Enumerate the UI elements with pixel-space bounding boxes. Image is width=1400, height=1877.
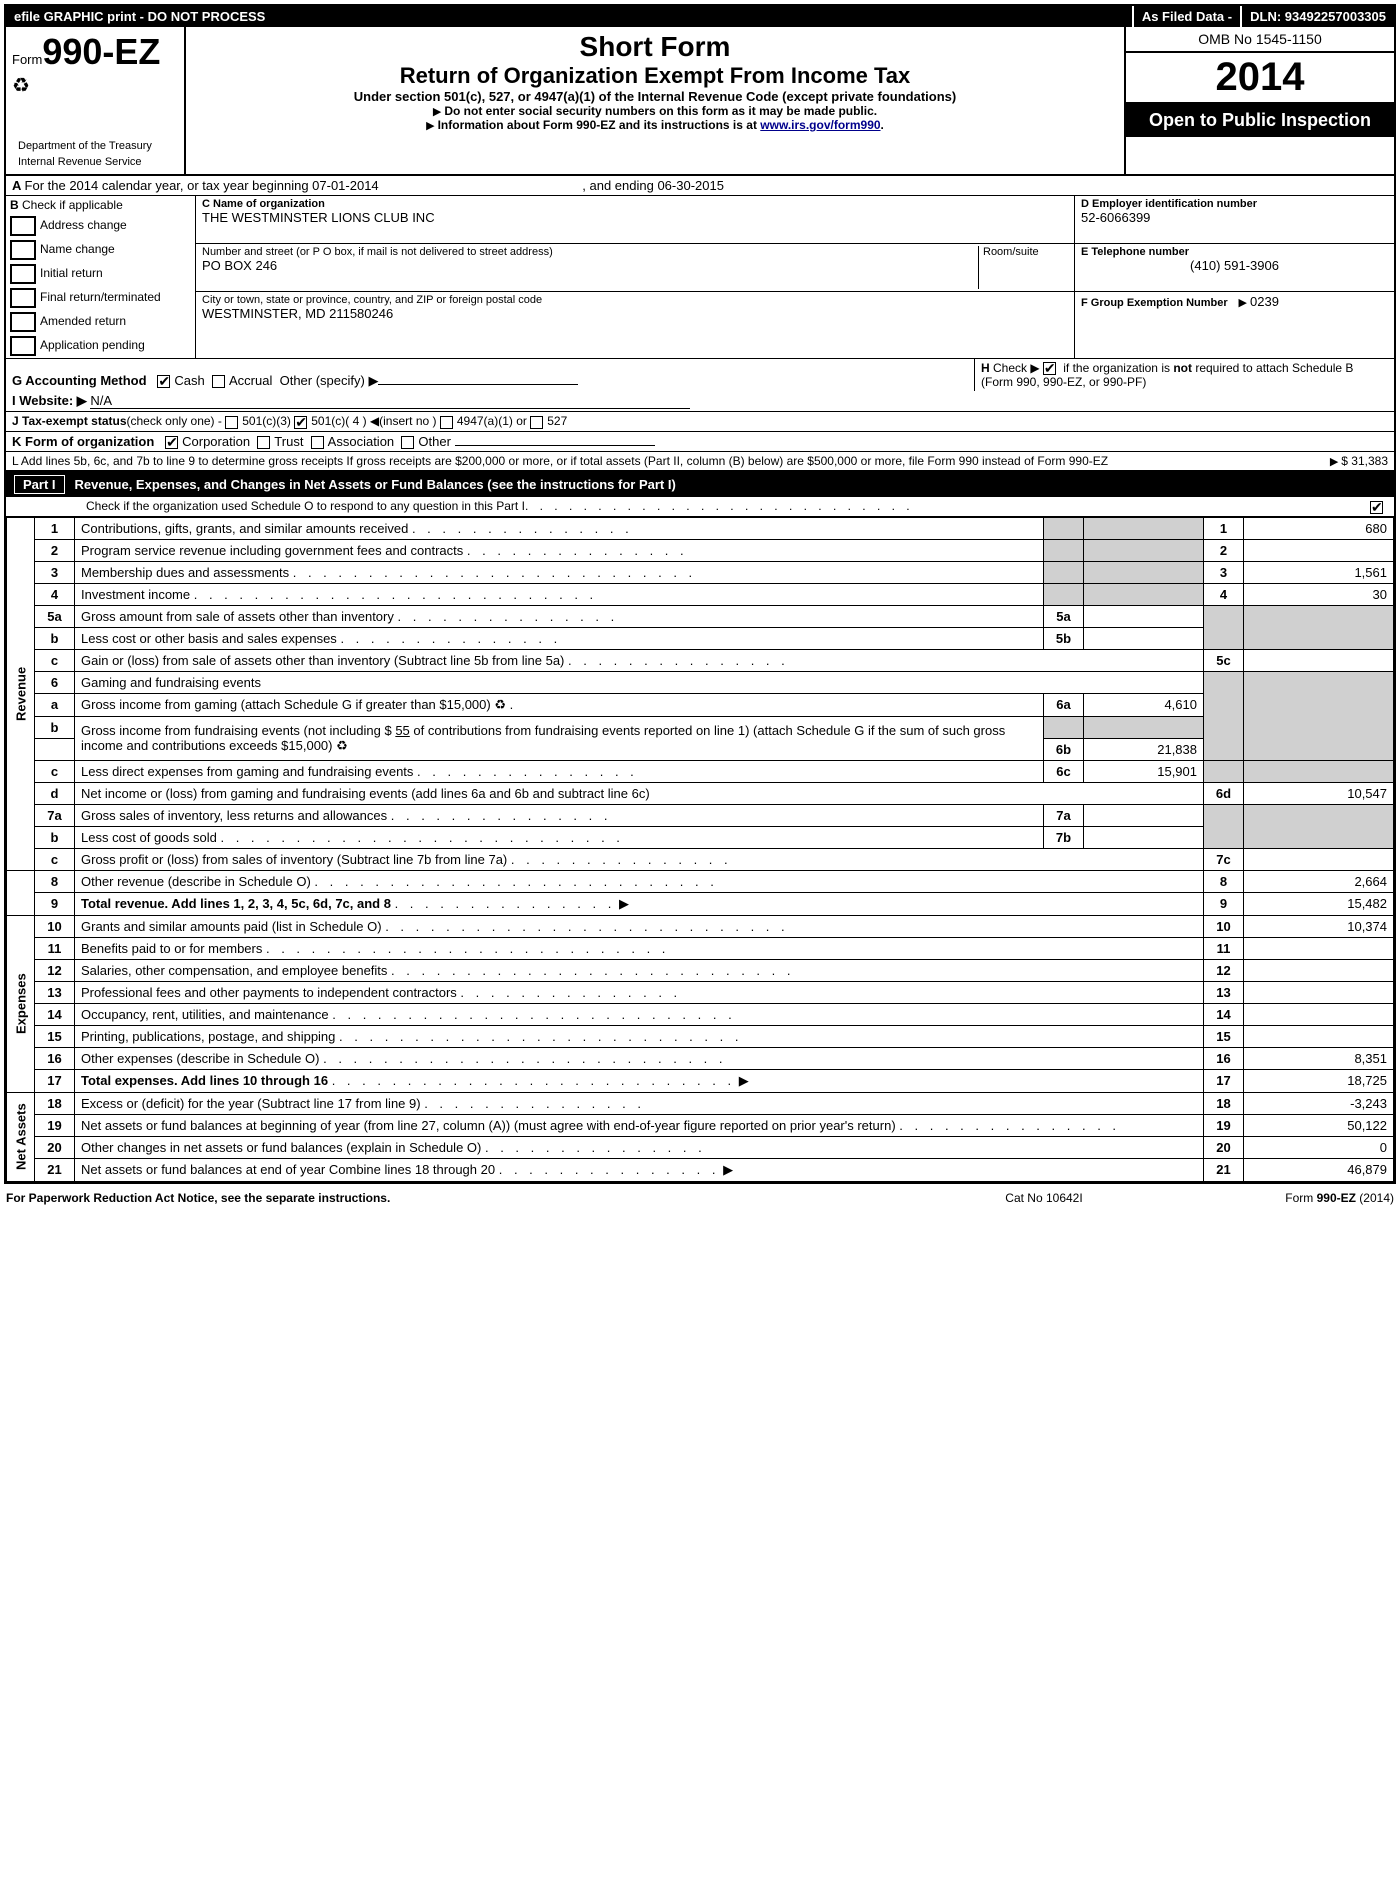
chk-4947[interactable]: [440, 416, 453, 429]
col-d: D Employer identification number 52-6066…: [1074, 196, 1394, 358]
website: N/A: [90, 393, 690, 409]
footer-mid: Cat No 10642I: [894, 1191, 1194, 1205]
line-gh: G Accounting Method Cash Accrual Other (…: [6, 359, 1394, 391]
group-exemption: 0239: [1250, 294, 1279, 309]
val-10: 10,374: [1244, 915, 1394, 937]
val-11: [1244, 937, 1394, 959]
val-7b: [1084, 826, 1204, 848]
top-mid: As Filed Data -: [1134, 6, 1242, 27]
chk-initial-return[interactable]: [10, 264, 36, 284]
val-13: [1244, 981, 1394, 1003]
note-2: Information about Form 990-EZ and its in…: [192, 118, 1118, 132]
chk-501c3[interactable]: [225, 416, 238, 429]
form-prefix: Form: [12, 52, 42, 67]
val-7a: [1084, 804, 1204, 826]
form-number: Form990-EZ: [12, 31, 178, 73]
val-5c: [1244, 649, 1394, 671]
note-1: Do not enter social security numbers on …: [192, 104, 1118, 118]
main-title: Return of Organization Exempt From Incom…: [192, 63, 1118, 89]
val-2: [1244, 539, 1394, 561]
val-15: [1244, 1025, 1394, 1047]
chk-assoc[interactable]: [311, 436, 324, 449]
chk-527[interactable]: [530, 416, 543, 429]
header-right: OMB No 1545-1150 2014 Open to Public Ins…: [1124, 27, 1394, 174]
chk-address-change[interactable]: [10, 216, 36, 236]
val-6a: 4,610: [1084, 693, 1204, 716]
line-a-text: A For the 2014 calendar year, or tax yea…: [6, 176, 1394, 195]
val-8: 2,664: [1244, 870, 1394, 892]
val-14: [1244, 1003, 1394, 1025]
val-19: 50,122: [1244, 1114, 1394, 1136]
short-form-title: Short Form: [192, 31, 1118, 63]
form-990ez: efile GRAPHIC print - DO NOT PROCESS As …: [4, 4, 1396, 1184]
header-center: Short Form Return of Organization Exempt…: [186, 27, 1124, 174]
chk-accrual[interactable]: [212, 375, 225, 388]
chk-amended[interactable]: [10, 312, 36, 332]
part1-table: Revenue 1Contributions, gifts, grants, a…: [6, 517, 1394, 1182]
footer-right: Form 990-EZ (2014): [1194, 1191, 1394, 1205]
line-i: I Website: ▶ N/A: [6, 391, 1394, 412]
chk-trust[interactable]: [257, 436, 270, 449]
val-5a: [1084, 605, 1204, 627]
val-9: 15,482: [1244, 892, 1394, 915]
footer: For Paperwork Reduction Act Notice, see …: [0, 1188, 1400, 1208]
val-3: 1,561: [1244, 561, 1394, 583]
val-18: -3,243: [1244, 1092, 1394, 1114]
side-revenue: Revenue: [7, 517, 35, 870]
chk-corp[interactable]: [165, 436, 178, 449]
gross-receipts: $ 31,383: [1341, 454, 1388, 468]
chk-app-pending[interactable]: [10, 336, 36, 356]
irs-link[interactable]: www.irs.gov/form990: [760, 118, 880, 132]
section-bcd: B Check if applicable Address change Nam…: [6, 196, 1394, 359]
val-6d: 10,547: [1244, 782, 1394, 804]
omb-no: OMB No 1545-1150: [1126, 27, 1394, 53]
val-6c: 15,901: [1084, 760, 1204, 782]
col-b: B Check if applicable Address change Nam…: [6, 196, 196, 358]
side-expenses: Expenses: [7, 915, 35, 1092]
telephone: (410) 591-3906: [1081, 258, 1388, 273]
ein: 52-6066399: [1081, 210, 1388, 225]
subtitle: Under section 501(c), 527, or 4947(a)(1)…: [192, 89, 1118, 104]
col-c: C Name of organization THE WESTMINSTER L…: [196, 196, 1074, 358]
chk-schedule-o[interactable]: [1370, 501, 1383, 514]
line-k: K Form of organization Corporation Trust…: [6, 432, 1394, 452]
val-7c: [1244, 848, 1394, 870]
val-21: 46,879: [1244, 1158, 1394, 1181]
top-left: efile GRAPHIC print - DO NOT PROCESS: [6, 6, 1134, 27]
form-no-big: 990-EZ: [42, 31, 160, 72]
chk-cash[interactable]: [157, 375, 170, 388]
line-a: A For the 2014 calendar year, or tax yea…: [6, 176, 1394, 196]
top-right: DLN: 93492257003305: [1242, 6, 1394, 27]
chk-schedule-b[interactable]: [1043, 362, 1056, 375]
chk-501c[interactable]: [294, 416, 307, 429]
dept-irs: Internal Revenue Service: [12, 154, 178, 170]
chk-other[interactable]: [401, 436, 414, 449]
line-j: J Tax-exempt status(check only one) - 50…: [6, 412, 1394, 431]
val-4: 30: [1244, 583, 1394, 605]
part1-sub: Check if the organization used Schedule …: [6, 497, 1394, 517]
open-public: Open to Public Inspection: [1126, 104, 1394, 137]
header-row: Form990-EZ ♻ Department of the Treasury …: [6, 27, 1394, 176]
val-16: 8,351: [1244, 1047, 1394, 1069]
org-name: THE WESTMINSTER LIONS CLUB INC: [202, 210, 1068, 225]
dept-treasury: Department of the Treasury: [12, 138, 178, 154]
val-1: 680: [1244, 517, 1394, 539]
chk-final-return[interactable]: [10, 288, 36, 308]
header-left: Form990-EZ ♻ Department of the Treasury …: [6, 27, 186, 174]
val-12: [1244, 959, 1394, 981]
line-l: L Add lines 5b, 6c, and 7b to line 9 to …: [6, 452, 1394, 472]
val-20: 0: [1244, 1136, 1394, 1158]
recycle-icon: ♻: [12, 73, 178, 98]
org-city: WESTMINSTER, MD 211580246: [202, 306, 1068, 321]
top-bar: efile GRAPHIC print - DO NOT PROCESS As …: [6, 6, 1394, 27]
val-6b: 21,838: [1084, 738, 1204, 760]
chk-name-change[interactable]: [10, 240, 36, 260]
org-street: PO BOX 246: [202, 258, 978, 273]
part1-header: Part I Revenue, Expenses, and Changes in…: [6, 472, 1394, 497]
side-net-assets: Net Assets: [7, 1092, 35, 1181]
val-5b: [1084, 627, 1204, 649]
footer-left: For Paperwork Reduction Act Notice, see …: [6, 1191, 390, 1205]
tax-year: 2014: [1126, 53, 1394, 104]
val-17: 18,725: [1244, 1069, 1394, 1092]
